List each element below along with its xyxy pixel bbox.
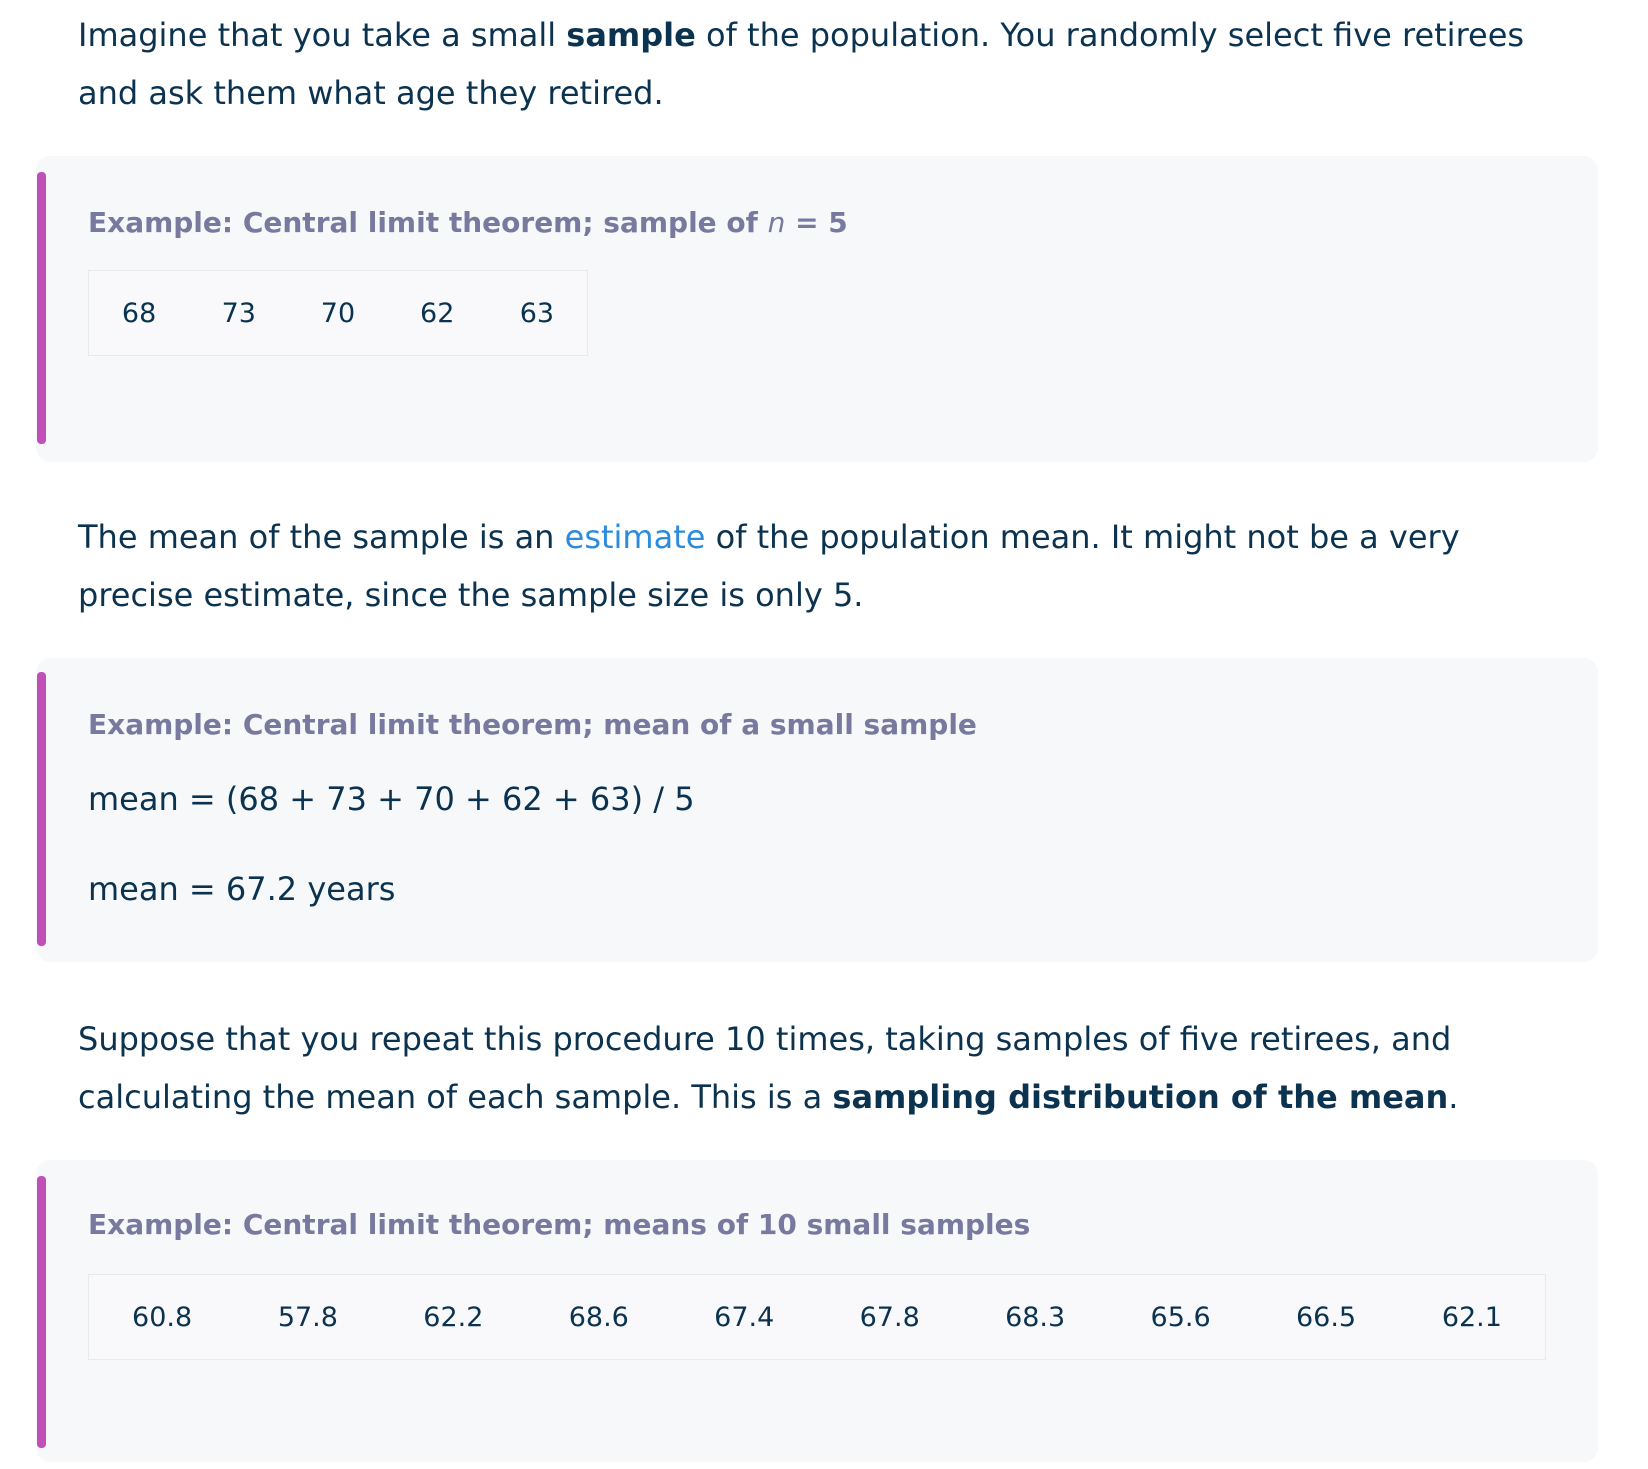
intro-paragraph: Imagine that you take a small sample of … bbox=[78, 6, 1578, 122]
table-cell: 57.8 bbox=[277, 1301, 338, 1333]
sample-term: sample bbox=[566, 16, 696, 54]
table-cell: 60.8 bbox=[132, 1301, 193, 1333]
example-accent-bar bbox=[37, 1176, 46, 1448]
example-accent-bar bbox=[37, 172, 46, 444]
table-cell: 68 bbox=[121, 297, 157, 329]
example-title: Example: Central limit theorem; sample o… bbox=[88, 206, 848, 239]
table-row: 68 73 70 62 63 bbox=[89, 271, 588, 356]
sample-values-table: 68 73 70 62 63 bbox=[88, 270, 588, 356]
mean-formula: mean = (68 + 73 + 70 + 62 + 63) / 5 bbox=[88, 780, 695, 818]
intro-text-start: Imagine that you take a small bbox=[78, 16, 567, 54]
table-cell: 70 bbox=[320, 297, 356, 329]
table-cell: 67.8 bbox=[859, 1301, 920, 1333]
table-cell: 62.2 bbox=[423, 1301, 484, 1333]
table-cell: 65.6 bbox=[1150, 1301, 1211, 1333]
table-cell: 62.1 bbox=[1441, 1301, 1502, 1333]
sample-means-table: 60.8 57.8 62.2 68.6 67.4 67.8 68.3 65.6 66.5 62.1 bbox=[88, 1274, 1546, 1360]
estimate-link[interactable]: estimate bbox=[564, 518, 706, 556]
table-row: 60.8 57.8 62.2 68.6 67.4 67.8 68.3 65.6 66.5 62.1 bbox=[89, 1275, 1546, 1360]
sampling-distribution-term: sampling distribution of the mean bbox=[832, 1078, 1449, 1116]
table-cell: 62 bbox=[420, 297, 455, 329]
example-title: Example: Central limit theorem; means of… bbox=[88, 1208, 1031, 1241]
table-cell: 66.5 bbox=[1295, 1301, 1357, 1333]
table-cell: 68.3 bbox=[1005, 1301, 1066, 1333]
table-cell: 63 bbox=[519, 297, 555, 329]
example-sample-box: Example: Central limit theorem; sample o… bbox=[36, 156, 1598, 462]
mean-result: mean = 67.2 years bbox=[88, 870, 396, 908]
sampling-distribution-paragraph: Suppose that you repeat this procedure 1… bbox=[78, 1020, 1459, 1116]
table-cell: 68.6 bbox=[568, 1301, 629, 1333]
table-cell: 73 bbox=[221, 297, 256, 329]
table-cell: 67.4 bbox=[714, 1301, 775, 1333]
example-accent-bar bbox=[37, 672, 46, 946]
example-mean-box: Example: Central limit theorem; mean of … bbox=[36, 658, 1598, 962]
estimate-paragraph: The mean of the sample is an estimate of… bbox=[78, 518, 1460, 614]
intro-text-end: of the population. You randomly select f… bbox=[78, 16, 1525, 112]
example-means-box: Example: Central limit theorem; means of… bbox=[36, 1160, 1598, 1462]
example-title: Example: Central limit theorem; mean of … bbox=[88, 708, 977, 741]
